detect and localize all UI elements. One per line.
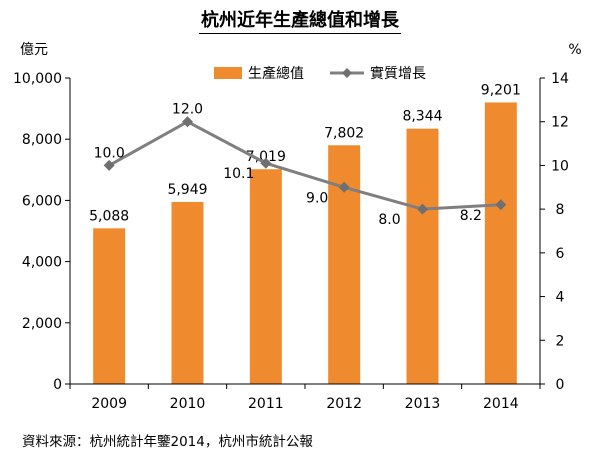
growth-line [108, 120, 501, 211]
chart-canvas: 0 2,000 4,000 6,000 8,000 10,000 0 2 4 6 8 10 12 14 20… [13, 42, 582, 412]
y-tick-label-right: 0 [556, 377, 565, 393]
bar-value-label: 5,088 [89, 208, 129, 224]
bar-value-label: 5,949 [167, 182, 207, 198]
x-tick-label: 2009 [91, 396, 127, 412]
growth-value-label: 10.0 [94, 145, 125, 161]
bar-2013 [406, 128, 439, 384]
y-tick-label-left: 6,000 [22, 193, 62, 209]
y-tick-label-left: 0 [53, 377, 62, 393]
legend-swatch-bar [214, 67, 242, 79]
growth-marker-2011 [260, 157, 272, 169]
growth-marker-2012 [338, 181, 350, 193]
growth-value-label: 12.0 [172, 102, 203, 118]
y-tick-label-right: 10 [551, 158, 569, 174]
bar-2012 [328, 145, 361, 384]
legend-label-bar: 生產總值 [248, 65, 304, 82]
growth-marker-2014 [495, 199, 507, 211]
y-tick-label-left: 10,000 [13, 71, 62, 87]
growth-value-label: 10.1 [223, 166, 254, 182]
growth-marker-2013 [417, 203, 428, 215]
y-axis-label-left: 億元 [20, 42, 48, 58]
legend-marker-line [342, 68, 352, 78]
bar-value-label: 7,802 [324, 125, 364, 141]
y-tick-label-right: 12 [551, 115, 569, 131]
y-axis-label-right: % [568, 42, 581, 58]
source-note: 資料來源：杭州統計年鑒2014，杭州市統計公報 [22, 434, 313, 450]
y-tick-label-right: 6 [556, 246, 565, 262]
growth-value-label: 8.2 [460, 208, 482, 224]
bar-2011 [249, 169, 282, 384]
x-tick-label: 2010 [170, 396, 206, 412]
y-tick-label-right: 14 [551, 71, 569, 87]
y-tick-label-right: 2 [556, 333, 565, 349]
x-tick-label: 2011 [248, 396, 284, 412]
bar-2009 [93, 228, 126, 384]
y-tick-label-left: 2,000 [22, 316, 62, 332]
x-tick-label: 2012 [326, 396, 362, 412]
x-tick-label: 2013 [405, 396, 441, 412]
y-tick-label-right: 4 [556, 290, 565, 306]
x-tick-label: 2014 [483, 396, 519, 412]
growth-marker-2010 [182, 116, 193, 128]
bar-2014 [484, 102, 517, 384]
growth-value-label: 8.0 [378, 212, 400, 228]
bar-value-label: 8,344 [402, 109, 442, 125]
legend-label-line: 實質增長 [370, 65, 426, 82]
y-tick-label-left: 8,000 [22, 132, 62, 148]
growth-marker-2009 [103, 159, 115, 171]
y-tick-label-right: 8 [556, 202, 565, 218]
bar-value-label: 9,201 [481, 82, 521, 98]
growth-value-label: 9.0 [306, 190, 328, 206]
bar-value-label: 7,019 [246, 149, 286, 165]
chart-title: 杭州近年生產總值和增長 [0, 6, 600, 34]
y-tick-label-left: 4,000 [22, 255, 62, 271]
bar-2010 [171, 201, 204, 384]
